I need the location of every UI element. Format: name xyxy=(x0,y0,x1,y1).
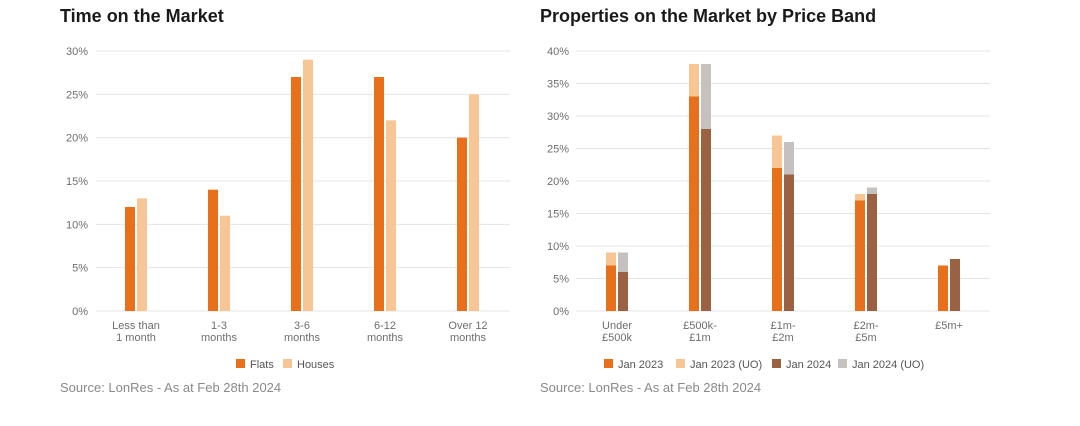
x-tick-label: £5m+ xyxy=(935,320,963,332)
y-tick-label: 0% xyxy=(553,306,569,318)
bar xyxy=(950,259,960,311)
source-note: Source: LonRes - As at Feb 28th 2024 xyxy=(60,380,282,395)
bar xyxy=(125,207,135,311)
y-tick-label: 5% xyxy=(553,274,569,286)
y-tick-label: 15% xyxy=(66,176,88,188)
x-tick-label: £500k- xyxy=(683,320,717,332)
bar xyxy=(606,265,616,311)
x-tick-label: Over 12 xyxy=(448,320,487,332)
x-tick-label: Less than xyxy=(112,320,160,332)
legend-label: Jan 2023 xyxy=(618,359,663,371)
legend-label: Jan 2024 (UO) xyxy=(852,359,924,371)
legend-swatch xyxy=(236,359,245,368)
bar xyxy=(137,198,147,311)
bar xyxy=(303,59,313,311)
bar xyxy=(689,96,699,311)
y-tick-label: 20% xyxy=(66,133,88,145)
legend-swatch xyxy=(838,359,847,368)
bar-segment xyxy=(784,142,794,175)
x-tick-label: £1m xyxy=(689,332,710,344)
bar xyxy=(291,77,301,311)
x-tick-label: £1m- xyxy=(770,320,795,332)
bar-segment xyxy=(855,194,865,201)
bar xyxy=(855,200,865,311)
bar xyxy=(220,215,230,311)
chart-title: Time on the Market xyxy=(60,6,224,26)
bar xyxy=(867,194,877,311)
bar-segment xyxy=(689,64,699,97)
bar xyxy=(784,174,794,311)
x-tick-label: months xyxy=(284,332,321,344)
x-tick-label: £5m xyxy=(855,332,876,344)
bar xyxy=(618,272,628,311)
x-tick-label: 1-3 xyxy=(211,320,227,332)
y-tick-label: 30% xyxy=(547,111,569,123)
legend-swatch xyxy=(283,359,292,368)
y-tick-label: 25% xyxy=(66,89,88,101)
legend-label: Jan 2023 (UO) xyxy=(690,359,762,371)
x-tick-label: £500k xyxy=(602,332,632,344)
y-tick-label: 5% xyxy=(72,263,88,275)
bar xyxy=(457,137,467,311)
price-band-plot: 0% 5% 10% 15% 20% 25% 30% 35% 40% Under£500k £500k… xyxy=(547,46,990,371)
x-tick-label: Under xyxy=(602,320,632,332)
legend-label: Houses xyxy=(297,359,335,371)
y-tick-label: 30% xyxy=(66,46,88,58)
bar xyxy=(386,120,396,311)
bar-segment xyxy=(701,64,711,129)
y-tick-label: 25% xyxy=(547,144,569,156)
y-tick-label: 40% xyxy=(547,46,569,58)
x-tick-label: 3-6 xyxy=(294,320,310,332)
y-tick-label: 10% xyxy=(66,219,88,231)
time-on-market-chart: Time on the Market 0% 5% 10% 15% 20% 25% 30% Le… xyxy=(60,6,510,395)
bar xyxy=(772,168,782,311)
legend-swatch xyxy=(604,359,613,368)
chart-title: Properties on the Market by Price Band xyxy=(540,6,877,26)
price-band-chart: Properties on the Market by Price Band 0… xyxy=(540,0,1080,426)
x-tick-label: months xyxy=(367,332,404,344)
bar xyxy=(374,77,384,311)
bar xyxy=(469,94,479,311)
bar xyxy=(208,189,218,311)
x-tick-label: months xyxy=(201,332,238,344)
x-tick-label: months xyxy=(450,332,487,344)
legend-swatch xyxy=(676,359,685,368)
bar-segment xyxy=(618,252,628,272)
legend-swatch xyxy=(772,359,781,368)
y-tick-label: 10% xyxy=(547,241,569,253)
x-tick-label: £2m- xyxy=(853,320,878,332)
legend-label: Jan 2024 xyxy=(786,359,831,371)
x-tick-label: 6-12 xyxy=(374,320,396,332)
y-tick-label: 35% xyxy=(547,79,569,91)
legend-label: Flats xyxy=(250,359,274,371)
y-tick-label: 15% xyxy=(547,209,569,221)
x-tick-label: 1 month xyxy=(116,332,156,344)
bar xyxy=(938,265,948,311)
bar-segment xyxy=(606,252,616,266)
y-tick-label: 0% xyxy=(72,306,88,318)
y-tick-label: 20% xyxy=(547,176,569,188)
bar-segment xyxy=(772,135,782,168)
x-tick-label: £2m xyxy=(772,332,793,344)
bar xyxy=(701,129,711,311)
source-note: Source: LonRes - As at Feb 28th 2024 xyxy=(540,380,762,395)
bar-segment xyxy=(867,187,877,194)
